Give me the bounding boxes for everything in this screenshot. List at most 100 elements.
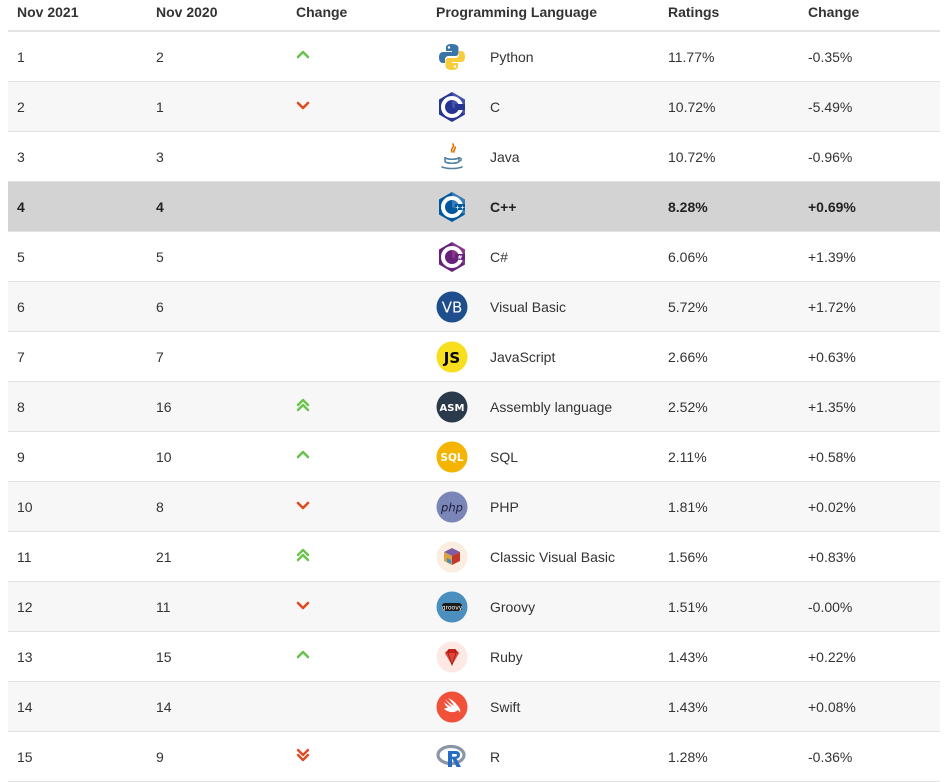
rank-2021-cell: 12 (8, 581, 147, 632)
column-header-nov-2020[interactable]: Nov 2020 (147, 0, 287, 32)
language-cell-content: JS JavaScript (436, 341, 659, 373)
svg-text:#: # (457, 254, 462, 261)
rank-change-cell (287, 381, 427, 432)
language-name: C (490, 98, 501, 115)
language-cell: groovy Groovy (427, 581, 659, 632)
table-row[interactable]: 11 21 Classic Visual Basic 1.56% +0.83% (8, 531, 940, 582)
language-cell-content: ASM Assembly language (436, 391, 659, 423)
language-cell: SQL SQL (427, 431, 659, 482)
svg-text:VB: VB (442, 298, 463, 316)
language-name: R (490, 748, 501, 765)
table-row[interactable]: 13 15 Ruby 1.43% +0.22% (8, 631, 940, 682)
language-cell: Swift (427, 681, 659, 732)
table-row[interactable]: 10 8 php PHP 1.81% +0.02% (8, 481, 940, 532)
assembly-logo-icon: ASM (436, 391, 468, 423)
language-cell-content: ++ C++ (436, 191, 659, 223)
language-cell: VB Visual Basic (427, 281, 659, 332)
rating-cell: 1.43% (659, 681, 799, 732)
rating-change-cell: +0.63% (799, 331, 940, 382)
rating-cell: 5.72% (659, 281, 799, 332)
language-cell-content: VB Visual Basic (436, 291, 659, 323)
rating-cell: 11.77% (659, 31, 799, 82)
rank-2021-cell: 3 (8, 131, 147, 182)
language-name: Assembly language (490, 398, 613, 415)
rank-2020-cell: 15 (147, 631, 287, 682)
svg-text:++: ++ (455, 204, 465, 211)
ruby-logo-icon (436, 641, 468, 673)
rating-change-cell: -0.96% (799, 131, 940, 182)
table-row[interactable]: 4 4 ++ C++ 8.28% +0.69% (8, 181, 940, 232)
rank-2021-cell: 15 (8, 731, 147, 782)
rank-change-cell (287, 81, 427, 132)
language-name: Visual Basic (490, 298, 567, 315)
language-name: Python (490, 48, 534, 65)
rank-2021-cell: 1 (8, 31, 147, 82)
rank-change-cell (287, 631, 427, 682)
rank-change-cell (287, 431, 427, 482)
table-row[interactable]: 2 1 C 10.72% -5.49% (8, 81, 940, 132)
rank-change-cell (287, 131, 427, 182)
rank-2020-cell: 16 (147, 381, 287, 432)
rating-cell: 10.72% (659, 131, 799, 182)
csharp-logo-icon: # (436, 241, 468, 273)
sql-logo-icon: SQL (436, 441, 468, 473)
language-cell: php PHP (427, 481, 659, 532)
rank-2021-cell: 7 (8, 331, 147, 382)
column-header-rank-change[interactable]: Change (287, 0, 427, 32)
chevron-up-icon (296, 48, 310, 62)
language-name: JavaScript (490, 348, 556, 365)
rank-2021-cell: 11 (8, 531, 147, 582)
language-cell: # C# (427, 231, 659, 282)
language-cell: Classic Visual Basic (427, 531, 659, 582)
rank-2020-cell: 5 (147, 231, 287, 282)
language-name: PHP (490, 498, 519, 515)
table-row[interactable]: 1 2 Python 11.77% -0.35% (8, 31, 940, 82)
table-row[interactable]: 12 11 groovy Groovy 1.51% -0.00% (8, 581, 940, 632)
double-chevron-up-icon (296, 398, 310, 412)
table-row[interactable]: 14 14 Swift 1.43% +0.08% (8, 681, 940, 732)
rank-change-cell (287, 531, 427, 582)
rank-2020-cell: 7 (147, 331, 287, 382)
table-row[interactable]: 8 16 ASM Assembly language 2.52% +1.35% (8, 381, 940, 432)
rating-change-cell: +0.02% (799, 481, 940, 532)
swift-logo-icon (436, 691, 468, 723)
rating-change-cell: -5.49% (799, 81, 940, 132)
rank-2021-cell: 10 (8, 481, 147, 532)
table-row[interactable]: 5 5 # C# 6.06% +1.39% (8, 231, 940, 282)
table-row[interactable]: 9 10 SQL SQL 2.11% +0.58% (8, 431, 940, 482)
rating-cell: 1.43% (659, 631, 799, 682)
rank-2021-cell: 8 (8, 381, 147, 432)
column-header-rating-change[interactable]: Change (799, 0, 940, 32)
language-cell: C (427, 81, 659, 132)
rating-cell: 2.11% (659, 431, 799, 482)
rating-change-cell: +1.35% (799, 381, 940, 432)
language-cell-content: Ruby (436, 641, 659, 673)
language-cell: JS JavaScript (427, 331, 659, 382)
rank-change-cell (287, 581, 427, 632)
table-row[interactable]: 3 3 Java 10.72% -0.96% (8, 131, 940, 182)
table-row[interactable]: 6 6 VB Visual Basic 5.72% +1.72% (8, 281, 940, 332)
language-cell-content: groovy Groovy (436, 591, 659, 623)
double-chevron-down-icon (296, 748, 310, 762)
column-header-language[interactable]: Programming Language (427, 0, 659, 32)
double-chevron-up-icon (296, 548, 310, 562)
table-row[interactable]: 15 9 R 1.28% -0.36% (8, 731, 940, 782)
chevron-down-icon (296, 598, 310, 612)
rating-change-cell: +0.08% (799, 681, 940, 732)
rank-2021-cell: 14 (8, 681, 147, 732)
svg-text:SQL: SQL (440, 452, 463, 464)
language-cell-content: Python (436, 41, 659, 73)
rating-cell: 1.81% (659, 481, 799, 532)
rank-2020-cell: 8 (147, 481, 287, 532)
column-header-ratings[interactable]: Ratings (659, 0, 799, 32)
language-name: Groovy (490, 598, 536, 615)
language-cell: Python (427, 31, 659, 82)
rank-2021-cell: 9 (8, 431, 147, 482)
rank-2020-cell: 10 (147, 431, 287, 482)
r-logo-icon (436, 741, 468, 773)
table-row[interactable]: 7 7 JS JavaScript 2.66% +0.63% (8, 331, 940, 382)
column-header-nov-2021[interactable]: Nov 2021 (8, 0, 147, 32)
rank-2020-cell: 11 (147, 581, 287, 632)
svg-text:ASM: ASM (440, 403, 465, 414)
rank-change-cell (287, 231, 427, 282)
